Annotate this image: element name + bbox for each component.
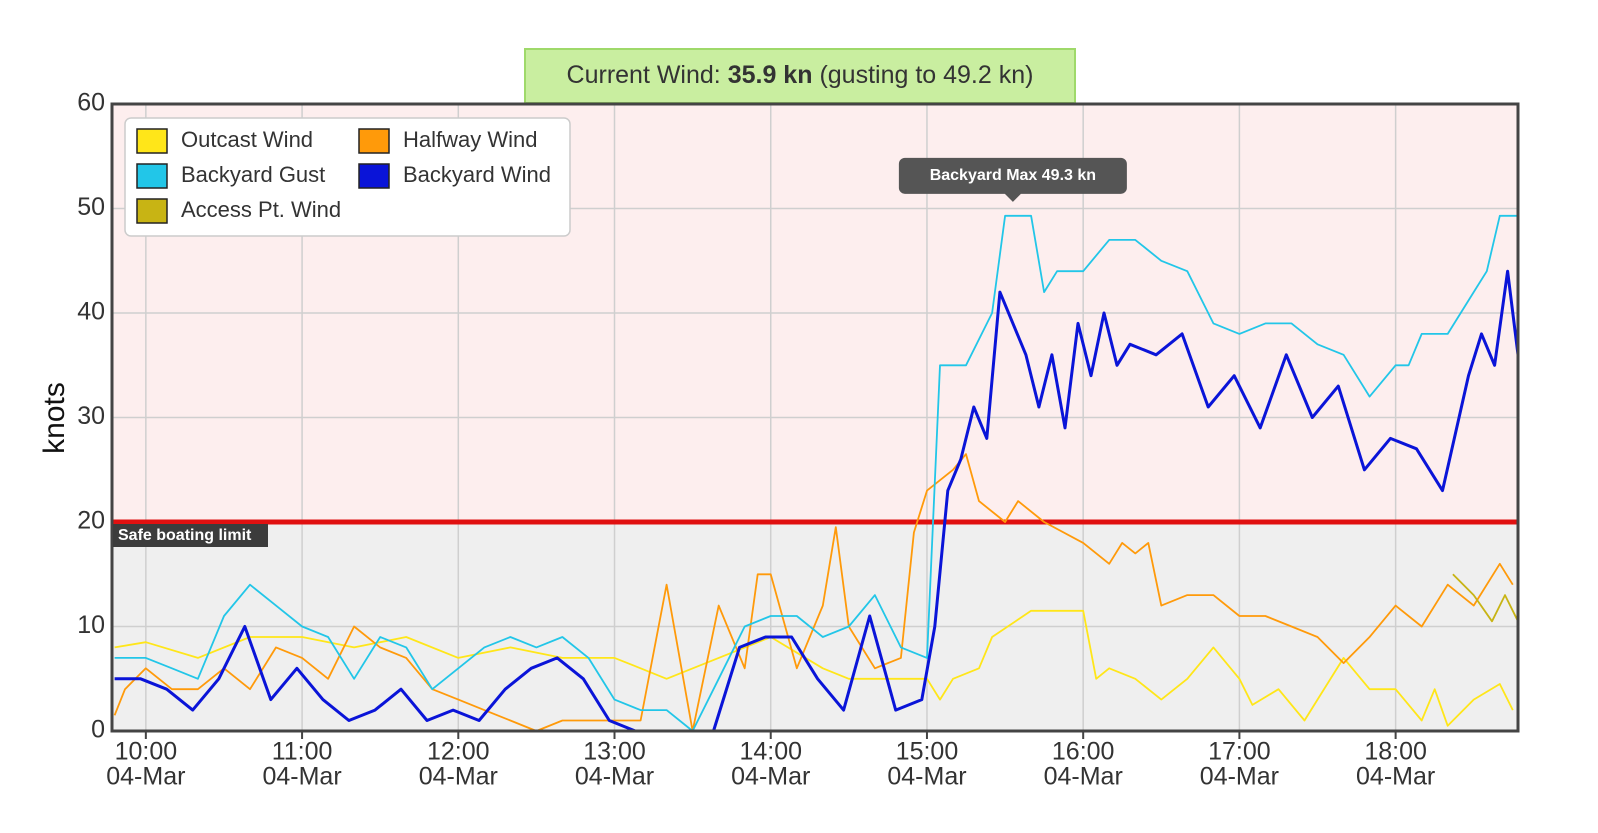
x-tick-date: 04-Mar: [1200, 763, 1279, 791]
legend-box: [124, 117, 571, 237]
x-tick-label: 18:00: [1364, 738, 1427, 766]
legend-swatch: [358, 128, 390, 154]
banner-box: [524, 48, 1076, 104]
y-tick-label: 0: [91, 716, 105, 744]
legend-swatch: [136, 198, 168, 224]
legend-swatch: [136, 163, 168, 189]
x-tick-date: 04-Mar: [731, 763, 810, 791]
annotation-text: Backyard Max 49.3 kn: [930, 167, 1096, 184]
x-tick-label: 12:00: [427, 738, 490, 766]
x-tick-date: 04-Mar: [106, 763, 185, 791]
banner-text: Current Wind: 35.9 kn (gusting to 49.2 k…: [567, 61, 1034, 89]
legend-label: Backyard Gust: [181, 162, 325, 187]
banner-value: 35.9 kn: [728, 61, 813, 89]
legend-swatch: [136, 128, 168, 154]
banner-gust: (gusting to 49.2 kn): [819, 61, 1033, 89]
y-tick-label: 10: [77, 611, 105, 639]
x-tick-date: 04-Mar: [1044, 763, 1123, 791]
x-tick-date: 04-Mar: [419, 763, 498, 791]
x-tick-label: 11:00: [272, 738, 333, 766]
plot-frame: [110, 102, 1520, 733]
threshold-label: Safe boating limit: [118, 527, 252, 544]
threshold-label-box: [113, 524, 268, 547]
series-line: [1452, 573, 1519, 623]
x-tick-date: 04-Mar: [575, 763, 654, 791]
legend-swatch: [358, 163, 390, 189]
legend-label: Outcast Wind: [181, 127, 313, 152]
legend: Outcast Wind Halfway Wind Backyard Gust Bac…: [124, 117, 571, 237]
x-tick-date: 04-Mar: [887, 763, 966, 791]
legend-label: Halfway Wind: [403, 127, 537, 152]
x-tick-label: 16:00: [1052, 738, 1115, 766]
y-axis-title: knots: [38, 382, 71, 454]
annotation-box: [898, 157, 1127, 202]
banner-label: Current Wind:: [567, 61, 721, 89]
x-tick-label: 10:00: [115, 738, 178, 766]
x-tick-date: 04-Mar: [1356, 763, 1435, 791]
y-tick-label: 40: [77, 298, 105, 326]
legend-label: Access Pt. Wind: [181, 197, 341, 222]
current-wind-banner: Current Wind: 35.9 kn (gusting to 49.2 k…: [524, 48, 1076, 104]
y-tick-label: 60: [77, 89, 105, 117]
series-line: [114, 214, 1518, 732]
y-tick-label: 50: [77, 193, 105, 221]
x-tick-label: 17:00: [1208, 738, 1271, 766]
y-tick-label: 20: [77, 507, 105, 535]
series-line: [113, 453, 1514, 732]
legend-label: Backyard Wind: [403, 162, 551, 187]
series-line: [114, 269, 1520, 733]
x-tick-label: 14:00: [739, 738, 802, 766]
x-tick-label: 13:00: [583, 738, 646, 766]
x-tick-label: 15:00: [896, 738, 959, 766]
x-tick-date: 04-Mar: [262, 763, 341, 791]
y-tick-label: 30: [77, 402, 105, 430]
